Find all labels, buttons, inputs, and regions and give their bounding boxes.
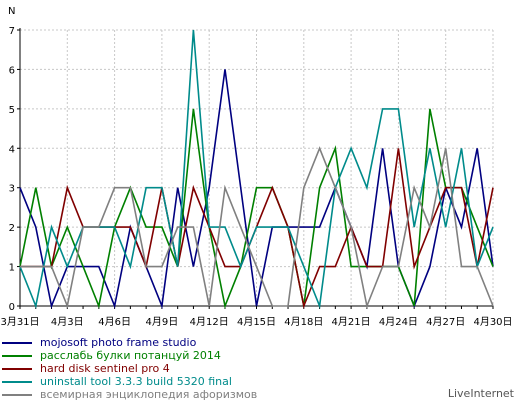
x-tick-label: 3月31日 bbox=[0, 316, 39, 328]
legend-label: uninstall tool 3.3.3 build 5320 final bbox=[40, 375, 232, 388]
y-tick-label: 2 bbox=[9, 223, 15, 234]
x-tick-label: 4月24日 bbox=[379, 316, 418, 328]
x-tick-label: 4月12日 bbox=[190, 316, 229, 328]
x-tick-labels: 3月31日 4月3日 4月6日 4月9日 4月12日 4月15日 4月18日 4月21日 4月2… bbox=[0, 316, 512, 328]
y-tick-label: 7 bbox=[9, 26, 15, 37]
legend-swatch bbox=[2, 380, 32, 383]
y-tick-label: 0 bbox=[9, 302, 15, 313]
legend-item: всемирная энциклопедия афоризмов bbox=[2, 388, 257, 401]
brand-label: LiveInternet bbox=[447, 387, 514, 400]
legend: mojosoft photo frame studio расслабь бул… bbox=[2, 336, 257, 401]
x-tick-label: 4月6日 bbox=[98, 316, 131, 328]
legend-swatch bbox=[2, 367, 32, 370]
series-line bbox=[19, 108, 494, 309]
legend-label: всемирная энциклопедия афоризмов bbox=[40, 388, 258, 401]
legend-item: mojosoft photo frame studio bbox=[2, 336, 257, 349]
legend-swatch bbox=[2, 341, 32, 344]
legend-swatch bbox=[2, 393, 32, 396]
x-tick-label: 4月27日 bbox=[426, 316, 465, 328]
y-tick-label: 1 bbox=[9, 263, 15, 274]
series-lines bbox=[19, 29, 494, 310]
legend-item: расслабь булки потанцуй 2014 bbox=[2, 349, 257, 362]
x-tick-label: 4月21日 bbox=[332, 316, 371, 328]
series-line bbox=[20, 146, 494, 309]
x-tick-label: 4月18日 bbox=[284, 316, 323, 328]
y-tick-labels: 0 1 2 3 4 5 6 7 bbox=[9, 26, 15, 313]
legend-item: hard disk sentinel pro 4 bbox=[2, 362, 257, 375]
line-chart: 0 1 2 3 4 5 6 7 3月31日 4月3日 4月6日 4月9日 4月12日 4月15日 4月18… bbox=[0, 6, 512, 328]
x-tick-label: 4月9日 bbox=[146, 316, 179, 328]
x-tick-label: 4月15日 bbox=[237, 316, 276, 328]
x-tick-label: 4月3日 bbox=[51, 316, 84, 328]
legend-label: расслабь булки потанцуй 2014 bbox=[40, 349, 221, 362]
y-axis-label: N bbox=[8, 6, 15, 17]
x-tick-label: 4月30日 bbox=[473, 316, 512, 328]
legend-label: hard disk sentinel pro 4 bbox=[40, 362, 170, 375]
y-tick-label: 5 bbox=[9, 105, 15, 116]
y-tick-label: 6 bbox=[9, 65, 15, 76]
y-tick-label: 3 bbox=[9, 184, 15, 195]
legend-item: uninstall tool 3.3.3 build 5320 final bbox=[2, 375, 257, 388]
y-tick-label: 4 bbox=[9, 144, 15, 155]
legend-label: mojosoft photo frame studio bbox=[40, 336, 197, 349]
legend-swatch bbox=[2, 354, 32, 357]
